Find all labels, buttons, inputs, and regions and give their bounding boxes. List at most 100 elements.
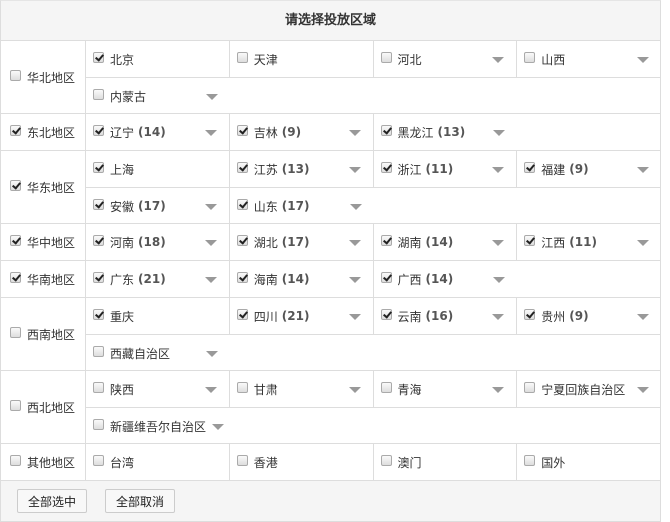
province-cell[interactable]: 北京 <box>86 41 230 77</box>
province-checkbox[interactable] <box>236 51 248 63</box>
region-checkbox[interactable] <box>10 179 21 191</box>
province-checkbox[interactable] <box>524 51 536 63</box>
province-checkbox[interactable] <box>380 381 392 393</box>
province-cell[interactable]: 浙江 (11) <box>374 151 518 187</box>
dropdown-arrow-icon[interactable] <box>493 130 506 136</box>
dropdown-arrow-icon[interactable] <box>492 387 505 393</box>
region-checkbox-label[interactable]: 西南地区 <box>1 298 86 370</box>
province-checkbox[interactable] <box>380 124 392 136</box>
province-checkbox[interactable] <box>380 161 392 173</box>
region-checkbox[interactable] <box>10 326 21 338</box>
province-checkbox[interactable] <box>380 51 392 63</box>
select-all-button[interactable]: 全部选中 <box>17 489 88 513</box>
province-checkbox[interactable] <box>236 124 248 136</box>
province-checkbox[interactable] <box>236 234 248 246</box>
province-cell[interactable]: 甘肃 <box>230 371 374 407</box>
province-checkbox[interactable] <box>93 418 104 430</box>
dropdown-arrow-icon[interactable] <box>637 57 649 63</box>
region-checkbox-label[interactable]: 东北地区 <box>1 114 86 150</box>
province-checkbox[interactable] <box>236 271 248 283</box>
province-checkbox[interactable] <box>524 308 536 320</box>
province-checkbox[interactable] <box>93 88 104 100</box>
province-checkbox[interactable] <box>93 345 104 357</box>
province-checkbox[interactable] <box>236 308 248 320</box>
dropdown-arrow-icon[interactable] <box>492 240 505 246</box>
dropdown-arrow-icon[interactable] <box>637 387 649 393</box>
province-cell[interactable]: 河南 (18) <box>86 224 230 260</box>
province-cell[interactable]: 内蒙古 <box>86 78 230 114</box>
province-cell[interactable]: 辽宁 (14) <box>86 114 230 150</box>
province-cell[interactable]: 江苏 (13) <box>230 151 374 187</box>
dropdown-arrow-icon[interactable] <box>348 167 361 173</box>
dropdown-arrow-icon[interactable] <box>637 167 649 173</box>
region-checkbox[interactable] <box>10 399 21 411</box>
province-cell[interactable]: 香港 <box>230 444 374 480</box>
region-checkbox[interactable] <box>10 454 21 466</box>
province-cell[interactable]: 山东 (17) <box>230 188 374 224</box>
region-checkbox[interactable] <box>10 271 21 283</box>
province-cell[interactable]: 河北 <box>374 41 518 77</box>
province-cell[interactable]: 黑龙江 (13) <box>374 114 518 150</box>
region-checkbox-label[interactable]: 其他地区 <box>1 444 86 480</box>
province-checkbox[interactable] <box>236 198 248 210</box>
province-checkbox[interactable] <box>380 234 392 246</box>
dropdown-arrow-icon[interactable] <box>492 57 505 63</box>
province-cell[interactable]: 广西 (14) <box>374 261 518 297</box>
province-cell[interactable]: 西藏自治区 <box>86 335 230 371</box>
dropdown-arrow-icon[interactable] <box>637 240 649 246</box>
province-cell[interactable]: 山西 <box>517 41 661 77</box>
dropdown-arrow-icon[interactable] <box>204 130 217 136</box>
region-checkbox[interactable] <box>10 234 21 246</box>
province-cell[interactable]: 重庆 <box>86 298 230 334</box>
province-checkbox[interactable] <box>236 161 248 173</box>
region-checkbox-label[interactable]: 华东地区 <box>1 151 86 223</box>
region-checkbox-label[interactable]: 华中地区 <box>1 224 86 260</box>
province-checkbox[interactable] <box>93 198 104 210</box>
dropdown-arrow-icon[interactable] <box>212 424 225 430</box>
province-cell[interactable]: 陕西 <box>86 371 230 407</box>
province-checkbox[interactable] <box>524 381 536 393</box>
province-cell[interactable]: 国外 <box>517 444 661 480</box>
dropdown-arrow-icon[interactable] <box>205 94 218 100</box>
province-checkbox[interactable] <box>524 234 536 246</box>
province-checkbox[interactable] <box>93 308 104 320</box>
province-cell[interactable]: 新疆维吾尔自治区 <box>86 408 230 444</box>
region-checkbox[interactable] <box>10 124 21 136</box>
province-cell[interactable]: 吉林 (9) <box>230 114 374 150</box>
province-checkbox[interactable] <box>524 454 536 466</box>
province-cell[interactable]: 澳门 <box>374 444 518 480</box>
dropdown-arrow-icon[interactable] <box>348 314 361 320</box>
dropdown-arrow-icon[interactable] <box>204 387 217 393</box>
province-checkbox[interactable] <box>93 271 104 283</box>
dropdown-arrow-icon[interactable] <box>204 204 217 210</box>
province-checkbox[interactable] <box>93 381 104 393</box>
province-cell[interactable]: 江西 (11) <box>517 224 661 260</box>
province-cell[interactable]: 青海 <box>374 371 518 407</box>
province-checkbox[interactable] <box>93 234 104 246</box>
province-cell[interactable]: 湖南 (14) <box>374 224 518 260</box>
province-checkbox[interactable] <box>380 308 392 320</box>
province-cell[interactable]: 上海 <box>86 151 230 187</box>
province-checkbox[interactable] <box>236 454 248 466</box>
dropdown-arrow-icon[interactable] <box>348 240 361 246</box>
province-cell[interactable]: 台湾 <box>86 444 230 480</box>
province-cell[interactable]: 云南 (16) <box>374 298 518 334</box>
province-cell[interactable]: 广东 (21) <box>86 261 230 297</box>
dropdown-arrow-icon[interactable] <box>493 277 506 283</box>
province-cell[interactable]: 福建 (9) <box>517 151 661 187</box>
province-cell[interactable]: 宁夏回族自治区 <box>517 371 661 407</box>
dropdown-arrow-icon[interactable] <box>204 240 217 246</box>
province-checkbox[interactable] <box>93 454 104 466</box>
dropdown-arrow-icon[interactable] <box>348 130 361 136</box>
province-cell[interactable]: 海南 (14) <box>230 261 374 297</box>
region-checkbox-label[interactable]: 华北地区 <box>1 41 86 113</box>
province-cell[interactable]: 四川 (21) <box>230 298 374 334</box>
province-checkbox[interactable] <box>93 51 104 63</box>
province-checkbox[interactable] <box>93 161 104 173</box>
region-checkbox[interactable] <box>10 69 21 81</box>
province-cell[interactable]: 天津 <box>230 41 374 77</box>
province-cell[interactable]: 贵州 (9) <box>517 298 661 334</box>
deselect-all-button[interactable]: 全部取消 <box>105 489 176 513</box>
province-checkbox[interactable] <box>93 124 104 136</box>
province-cell[interactable]: 湖北 (17) <box>230 224 374 260</box>
